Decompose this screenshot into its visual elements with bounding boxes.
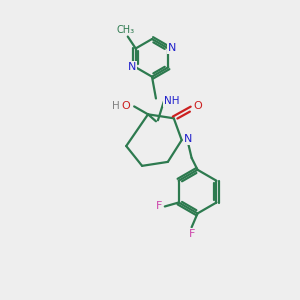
Text: H: H	[112, 101, 120, 111]
Text: O: O	[122, 101, 130, 111]
Text: O: O	[193, 101, 202, 111]
Text: F: F	[188, 229, 195, 239]
Text: F: F	[156, 202, 162, 212]
Text: NH: NH	[164, 97, 179, 106]
Text: N: N	[184, 134, 192, 144]
Text: N: N	[128, 62, 136, 72]
Text: N: N	[168, 44, 176, 53]
Text: CH₃: CH₃	[117, 25, 135, 34]
